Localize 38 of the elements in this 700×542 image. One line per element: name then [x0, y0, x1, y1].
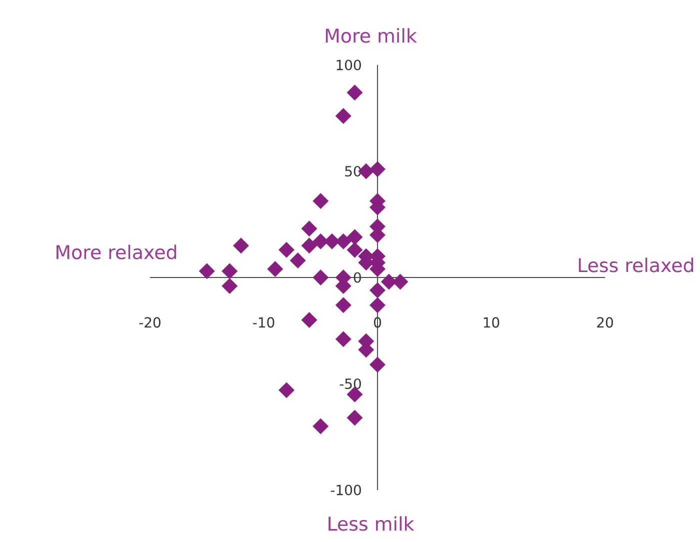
point	[370, 297, 386, 314]
annotation: Less relaxed	[578, 258, 694, 272]
x-tick-label: 20	[597, 317, 613, 328]
point	[370, 356, 386, 373]
point	[267, 261, 284, 277]
point	[335, 331, 352, 348]
point	[233, 238, 249, 254]
point	[222, 263, 238, 280]
point	[346, 410, 363, 426]
point	[346, 242, 363, 258]
x-tick-label: -20	[139, 317, 160, 328]
point	[278, 382, 294, 398]
y-tick-label: -50	[340, 378, 361, 390]
point	[222, 278, 238, 294]
point	[380, 274, 397, 290]
point	[198, 263, 215, 280]
point	[370, 282, 386, 298]
point	[346, 84, 363, 101]
point	[301, 220, 318, 237]
text: Less milk	[328, 516, 414, 531]
point	[290, 252, 306, 268]
y-tick-label: 100	[336, 60, 361, 70]
point	[335, 108, 352, 124]
point	[312, 270, 329, 286]
point	[312, 418, 329, 434]
point	[301, 238, 318, 254]
point	[312, 193, 329, 209]
text: More milk	[326, 28, 417, 43]
y-tick-label: -100	[330, 484, 361, 496]
x-tick-label: 10	[484, 317, 500, 328]
point	[370, 161, 386, 178]
point	[324, 233, 340, 250]
annotation: More relaxed	[56, 244, 176, 260]
point	[301, 312, 318, 328]
point	[335, 297, 352, 314]
point	[346, 229, 363, 246]
point	[278, 242, 294, 258]
x-tick-label: -10	[253, 317, 274, 328]
